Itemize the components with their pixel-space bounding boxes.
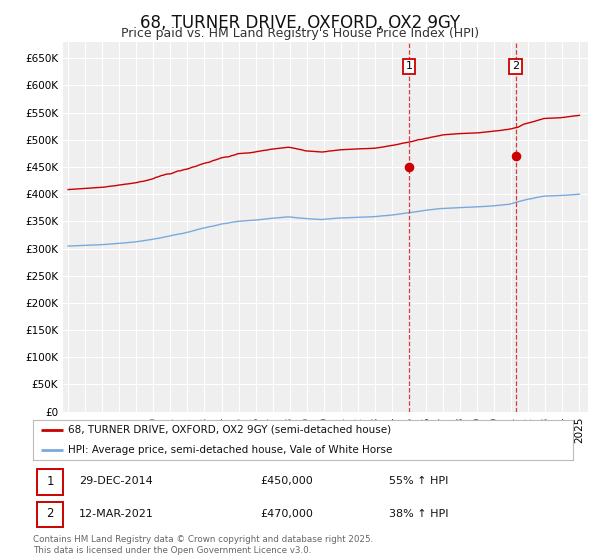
Text: 38% ↑ HPI: 38% ↑ HPI (389, 509, 449, 519)
Text: Contains HM Land Registry data © Crown copyright and database right 2025.
This d: Contains HM Land Registry data © Crown c… (33, 535, 373, 555)
Text: 55% ↑ HPI: 55% ↑ HPI (389, 477, 449, 487)
Text: 2: 2 (47, 507, 54, 520)
Point (511, 152, 520, 161)
Text: 12-MAR-2021: 12-MAR-2021 (79, 509, 154, 519)
Text: Price paid vs. HM Land Registry's House Price Index (HPI): Price paid vs. HM Land Registry's House … (121, 27, 479, 40)
Text: 1: 1 (406, 62, 413, 72)
Point (404, 162, 414, 171)
Text: 68, TURNER DRIVE, OXFORD, OX2 9GY (semi-detached house): 68, TURNER DRIVE, OXFORD, OX2 9GY (semi-… (68, 424, 391, 435)
FancyBboxPatch shape (37, 469, 63, 496)
Text: £450,000: £450,000 (260, 477, 313, 487)
Text: 1: 1 (47, 475, 54, 488)
Text: 68, TURNER DRIVE, OXFORD, OX2 9GY: 68, TURNER DRIVE, OXFORD, OX2 9GY (140, 14, 460, 32)
Text: £470,000: £470,000 (260, 509, 313, 519)
Text: HPI: Average price, semi-detached house, Vale of White Horse: HPI: Average price, semi-detached house,… (68, 445, 392, 455)
Text: 29-DEC-2014: 29-DEC-2014 (79, 477, 152, 487)
FancyBboxPatch shape (37, 502, 63, 527)
Text: 2: 2 (512, 62, 519, 72)
